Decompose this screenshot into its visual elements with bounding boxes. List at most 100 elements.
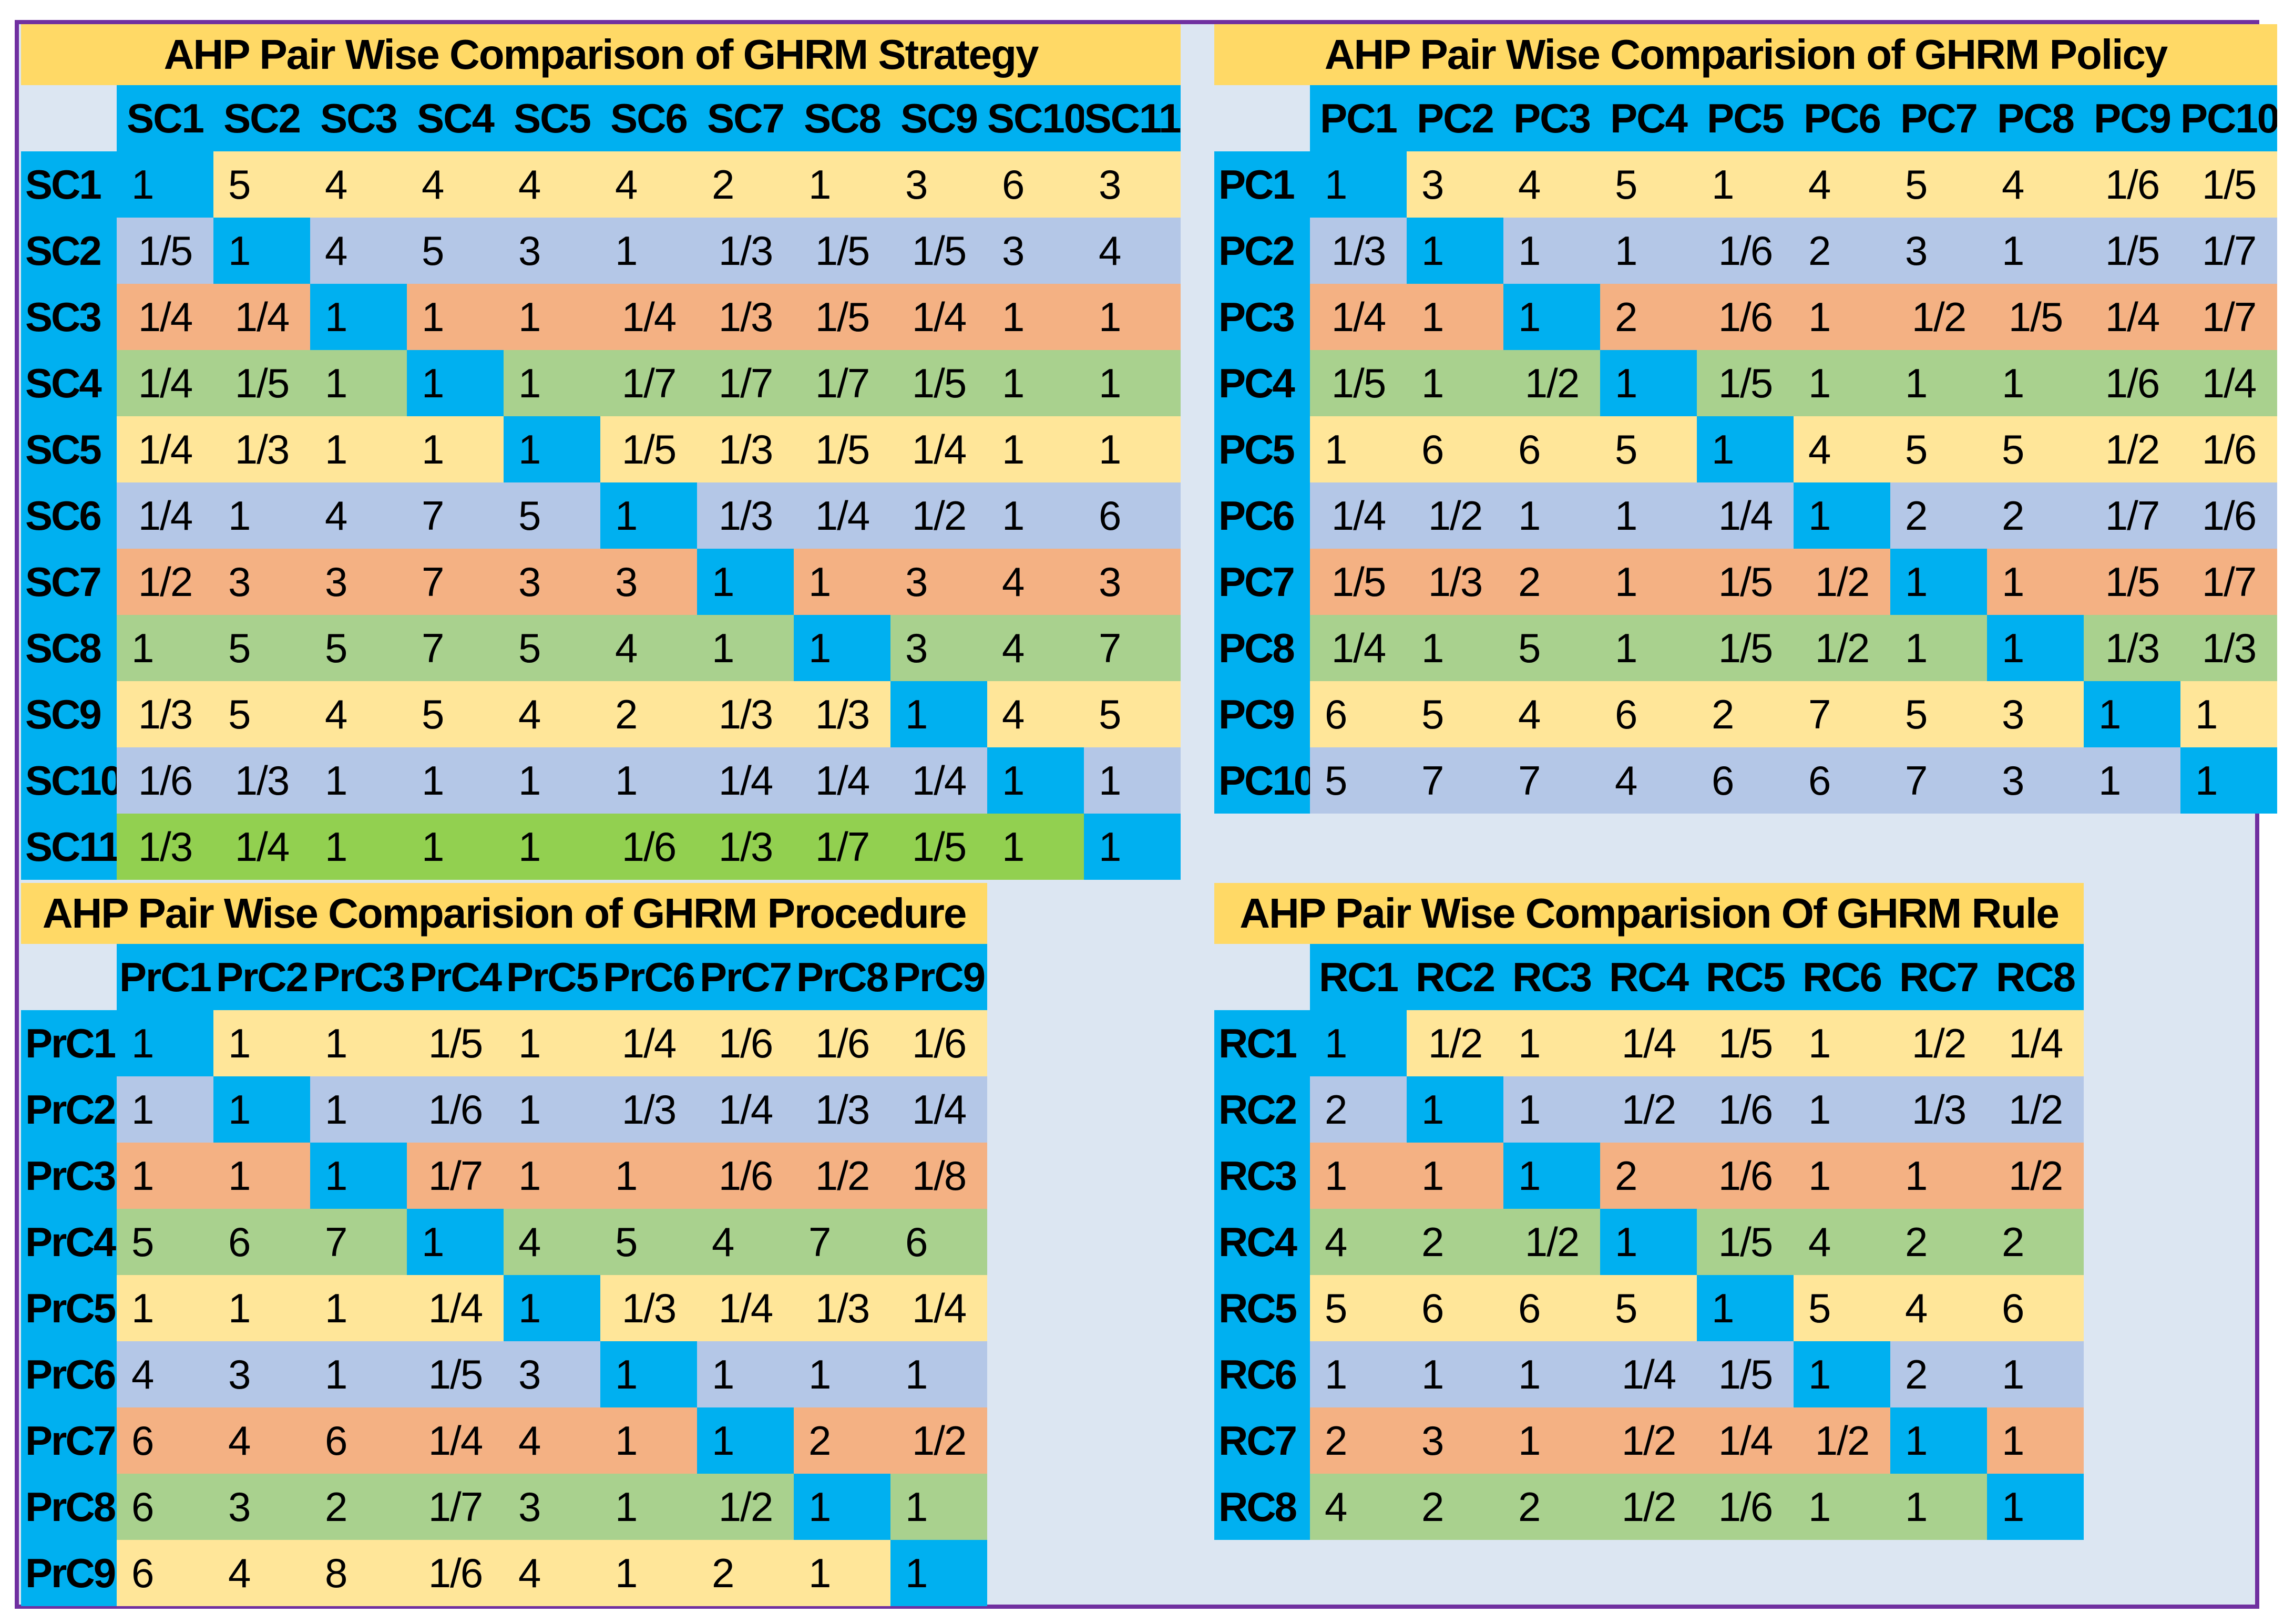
value-cell: 1/7 <box>600 350 697 416</box>
row-header: PC8 <box>1214 615 1310 681</box>
column-header: PrC1 <box>117 944 213 1010</box>
value-cell: 1/3 <box>600 1275 697 1341</box>
matrix-row: SC11 1/3 1/4 1 1 1 1/6 1/3 1/7 1/5 1 1 <box>21 814 1181 880</box>
row-header: SC3 <box>21 284 117 350</box>
value-cell: 1 <box>1794 350 1890 416</box>
value-cell: 1/2 <box>1794 615 1890 681</box>
value-cell: 1 <box>794 549 890 615</box>
matrix-row: PrC8 6 3 2 1/7 3 1 1/2 1 1 <box>21 1474 988 1540</box>
column-header: SC6 <box>600 85 697 151</box>
column-header: PC3 <box>1503 85 1600 151</box>
value-cell: 3 <box>310 549 407 615</box>
matrix-row: SC5 1/4 1/3 1 1 1 1/5 1/3 1/5 1/4 1 1 <box>21 416 1181 482</box>
value-cell: 4 <box>600 151 697 218</box>
value-cell: 5 <box>1987 416 2084 482</box>
matrix-row: SC9 1/3 5 4 5 4 2 1/3 1/3 1 4 5 <box>21 681 1181 747</box>
value-cell: 6 <box>1503 416 1600 482</box>
diagonal-cell: 1 <box>600 482 697 549</box>
value-cell: 4 <box>987 549 1084 615</box>
column-header: PrC4 <box>407 944 504 1010</box>
diagonal-cell: 1 <box>1503 284 1600 350</box>
value-cell: 1/5 <box>890 814 987 880</box>
value-cell: 4 <box>407 151 504 218</box>
matrix-row: RC6 1 1 1 1/4 1/5 1 2 1 <box>1214 1341 2084 1407</box>
value-cell: 1/4 <box>407 1407 504 1474</box>
diagonal-cell: 1 <box>117 1010 213 1076</box>
value-cell: 1/4 <box>890 416 987 482</box>
diagonal-cell: 1 <box>504 416 600 482</box>
value-cell: 5 <box>1503 615 1600 681</box>
value-cell: 1 <box>1310 1341 1407 1407</box>
value-cell: 1 <box>1890 1143 1987 1209</box>
matrix-row: PrC1 1 1 1 1/5 1 1/4 1/6 1/6 1/6 <box>21 1010 988 1076</box>
value-cell: 2 <box>697 151 794 218</box>
diagonal-cell: 1 <box>1987 615 2084 681</box>
value-cell: 1 <box>1600 615 1697 681</box>
value-cell: 2 <box>310 1474 407 1540</box>
matrix-row: PC3 1/4 1 1 2 1/6 1 1/2 1/5 1/4 1/7 <box>1214 284 2278 350</box>
value-cell: 5 <box>1310 747 1407 814</box>
diagonal-cell: 1 <box>1503 1143 1600 1209</box>
value-cell: 6 <box>890 1209 988 1275</box>
value-cell: 6 <box>1697 747 1794 814</box>
value-cell: 1/6 <box>1697 1143 1794 1209</box>
value-cell: 5 <box>310 615 407 681</box>
value-cell: 1 <box>600 218 697 284</box>
value-cell: 1/4 <box>1600 1010 1697 1076</box>
value-cell: 7 <box>1503 747 1600 814</box>
value-cell: 1 <box>697 1341 794 1407</box>
diagonal-cell: 1 <box>213 218 310 284</box>
column-header: PC2 <box>1407 85 1503 151</box>
value-cell: 1/4 <box>1310 284 1407 350</box>
matrix-row: PrC2 1 1 1 1/6 1 1/3 1/4 1/3 1/4 <box>21 1076 988 1143</box>
diagonal-cell: 1 <box>504 1275 600 1341</box>
value-cell: 1/2 <box>794 1143 890 1209</box>
value-cell: 1 <box>407 747 504 814</box>
matrix-row: PC1 1 3 4 5 1 4 5 4 1/6 1/5 <box>1214 151 2278 218</box>
row-header: PC2 <box>1214 218 1310 284</box>
value-cell: 1 <box>1794 1143 1890 1209</box>
value-cell: 1 <box>310 1341 407 1407</box>
value-cell: 4 <box>987 681 1084 747</box>
strategy-matrix-table: AHP Pair Wise Comparison of GHRM Strateg… <box>21 24 1181 880</box>
value-cell: 1/7 <box>2180 218 2278 284</box>
value-cell: 2 <box>1600 284 1697 350</box>
value-cell: 4 <box>987 615 1084 681</box>
value-cell: 1 <box>1890 615 1987 681</box>
value-cell: 1/3 <box>794 681 890 747</box>
value-cell: 1 <box>987 284 1084 350</box>
matrix-row: RC1 1 1/2 1 1/4 1/5 1 1/2 1/4 <box>1214 1010 2084 1076</box>
value-cell: 1/3 <box>697 218 794 284</box>
matrix-row: PrC4 5 6 7 1 4 5 4 7 6 <box>21 1209 988 1275</box>
value-cell: 2 <box>1503 549 1600 615</box>
row-header: SC7 <box>21 549 117 615</box>
value-cell: 1/4 <box>1310 615 1407 681</box>
value-cell: 1/7 <box>794 814 890 880</box>
value-cell: 1 <box>890 1341 988 1407</box>
value-cell: 4 <box>213 1407 310 1474</box>
value-cell: 4 <box>504 151 600 218</box>
policy-matrix-table: AHP Pair Wise Comparision of GHRM Policy… <box>1214 24 2278 814</box>
column-header: PrC7 <box>697 944 794 1010</box>
value-cell: 1 <box>1503 1407 1600 1474</box>
value-cell: 1/5 <box>2180 151 2278 218</box>
diagonal-cell: 1 <box>1407 1076 1503 1143</box>
column-header: PrC6 <box>600 944 697 1010</box>
diagonal-cell: 1 <box>987 747 1084 814</box>
row-header: SC5 <box>21 416 117 482</box>
value-cell: 1 <box>1794 1474 1890 1540</box>
diagonal-cell: 1 <box>697 549 794 615</box>
value-cell: 1/3 <box>117 681 213 747</box>
value-cell: 1/7 <box>794 350 890 416</box>
row-header: PrC5 <box>21 1275 117 1341</box>
row-header: SC1 <box>21 151 117 218</box>
value-cell: 2 <box>1503 1474 1600 1540</box>
value-cell: 3 <box>600 549 697 615</box>
row-header: RC2 <box>1214 1076 1310 1143</box>
value-cell: 5 <box>1794 1275 1890 1341</box>
diagonal-cell: 1 <box>1794 482 1890 549</box>
value-cell: 1/2 <box>697 1474 794 1540</box>
value-cell: 1 <box>1503 1076 1600 1143</box>
column-header: PC9 <box>2084 85 2180 151</box>
row-header: PC10 <box>1214 747 1310 814</box>
